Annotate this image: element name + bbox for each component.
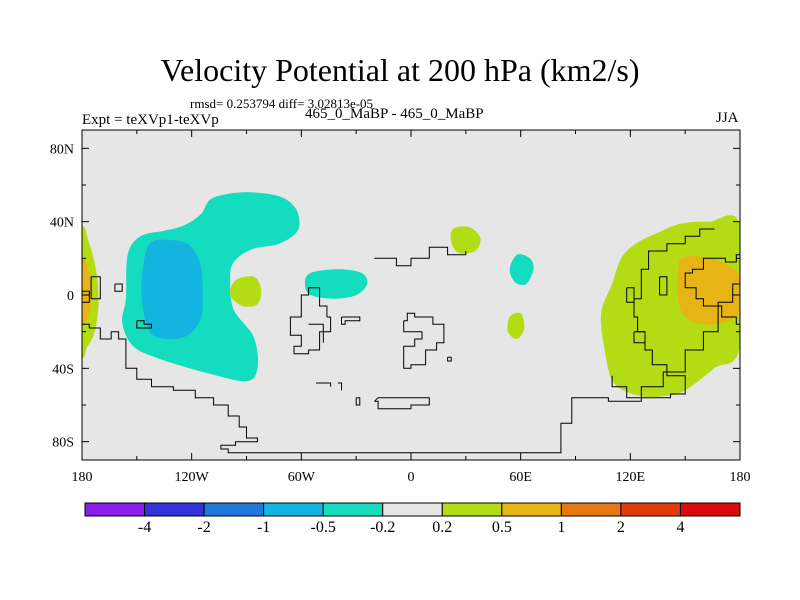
- x-tick-label: 120E: [616, 470, 646, 485]
- x-tick-label: 180: [72, 470, 93, 485]
- colorbar-swatch: [382, 502, 443, 517]
- x-tick-label: 60E: [509, 470, 532, 485]
- x-tick-label: 180: [730, 470, 751, 485]
- coastline-segment: [136, 320, 152, 329]
- colorbar-label: 0.5: [492, 519, 512, 536]
- colorbar-swatch: [560, 502, 622, 517]
- coastline-segment: [403, 312, 445, 369]
- y-tick-label: 80N: [50, 142, 74, 157]
- coastline-segment: [289, 287, 332, 355]
- coastline-segment: [308, 323, 324, 343]
- coastline-segment: [82, 290, 90, 303]
- y-tick-label: 40N: [50, 216, 74, 231]
- coastline-segment: [633, 331, 646, 344]
- region-negative-atlantic: [305, 269, 368, 299]
- colorbar-label: -2: [197, 519, 210, 536]
- case-label: 465_0_MaBP - 465_0_MaBP: [305, 106, 484, 122]
- y-tick-label: 80S: [52, 436, 74, 451]
- chart-title: Velocity Potential at 200 hPa (km2/s): [160, 52, 640, 88]
- region-negative-core: [141, 239, 203, 340]
- coastline-segment: [316, 382, 332, 387]
- colorbar-label: 0.2: [432, 519, 452, 536]
- coastline-segment: [114, 283, 123, 292]
- colorbar-swatch: [263, 502, 324, 517]
- coastline-segment: [341, 316, 361, 325]
- colorbar-label: -0.5: [311, 519, 336, 536]
- coastline-segment: [374, 397, 430, 410]
- region-orange-west-edge: [82, 259, 92, 326]
- coastline-segment: [659, 276, 668, 296]
- region-positive-indian-small: [507, 312, 525, 340]
- coastline-segment: [447, 356, 452, 362]
- colorbar-label: -4: [138, 519, 151, 536]
- coastline-segment: [355, 397, 361, 406]
- colorbar-label: -0.2: [370, 519, 395, 536]
- region-positive-mediterranean: [450, 226, 481, 254]
- colorbar-swatch: [679, 502, 741, 517]
- region-positive-atlantic-small: [229, 276, 262, 307]
- y-tick-label: 40S: [52, 362, 74, 377]
- coastline-segment: [684, 254, 740, 325]
- season-label: JJA: [716, 110, 739, 126]
- colorbar-swatch: [144, 502, 205, 517]
- experiment-label: Expt = teXVp1-teXVp: [82, 112, 219, 128]
- colorbar-swatch: [322, 502, 384, 517]
- coastline-segment: [90, 276, 101, 300]
- colorbar-label: 2: [617, 519, 625, 536]
- colorbar-swatch: [620, 502, 681, 517]
- x-tick-label: 60W: [288, 470, 316, 485]
- colorbar-swatch: [501, 502, 562, 517]
- colorbar-swatch: [441, 502, 503, 517]
- coastline-segment: [337, 382, 342, 391]
- colorbar-swatch: [84, 502, 146, 517]
- x-tick-label: 120W: [175, 470, 210, 485]
- colorbar-swatch: [203, 502, 265, 517]
- coastline-segment: [626, 287, 635, 303]
- colorbar-label: 1: [557, 519, 565, 536]
- x-tick-label: 0: [408, 470, 415, 485]
- rmsd-stats: rmsd= 0.253794 diff= 3.02813e-05: [190, 96, 374, 111]
- region-negative-arabia: [509, 254, 534, 285]
- coastline-segment: [374, 246, 467, 267]
- colorbar-label: 4: [676, 519, 684, 536]
- y-tick-label: 0: [67, 289, 74, 304]
- colorbar-label: -1: [257, 519, 270, 536]
